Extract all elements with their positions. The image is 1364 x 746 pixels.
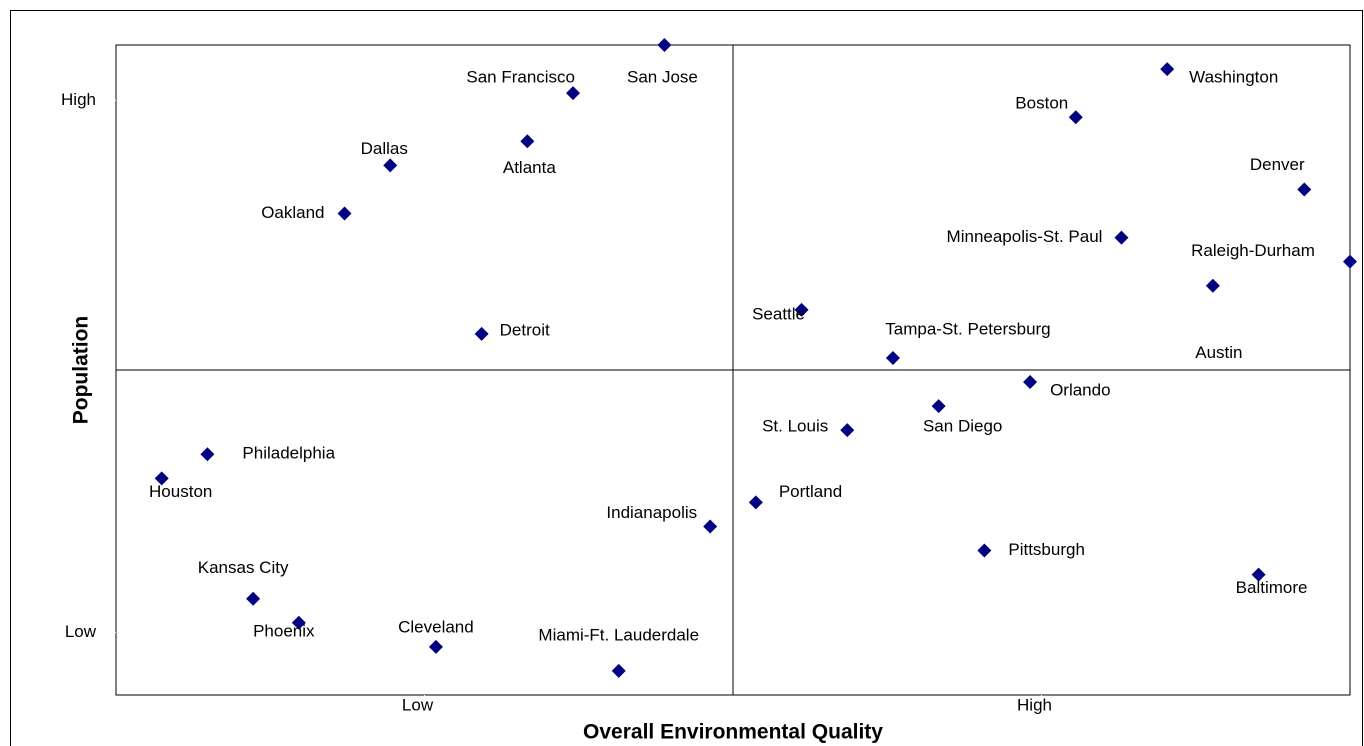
point-label: Portland <box>779 482 842 501</box>
point-label: Cleveland <box>398 617 474 636</box>
data-point <box>748 495 763 510</box>
y-axis-title: Population <box>70 316 93 425</box>
data-point <box>977 543 992 558</box>
x-tick-label: Low <box>402 695 434 714</box>
x-tick-label: High <box>1017 695 1052 714</box>
point-label: San Jose <box>627 67 698 86</box>
point-label: San Diego <box>923 417 1002 436</box>
data-point <box>337 206 352 221</box>
data-point <box>1205 278 1220 293</box>
point-label: Austin <box>1195 343 1242 362</box>
point-label: Seattle <box>752 304 805 323</box>
data-point <box>383 158 398 173</box>
data-point <box>794 302 809 317</box>
point-label: Oakland <box>261 203 324 222</box>
data-point <box>1160 62 1175 77</box>
point-label: Indianapolis <box>606 503 697 522</box>
data-point <box>520 134 535 149</box>
point-label: Phoenix <box>253 621 315 640</box>
point-label: Tampa-St. Petersburg <box>885 319 1050 338</box>
data-point <box>703 519 718 534</box>
point-label: Orlando <box>1050 381 1110 400</box>
point-label: San Francisco <box>466 68 575 87</box>
data-point <box>200 447 215 462</box>
point-label: Washington <box>1189 68 1278 87</box>
point-label: Raleigh-Durham <box>1191 241 1315 260</box>
point-label: Detroit <box>500 320 550 339</box>
point-label: St. Louis <box>762 417 828 436</box>
data-point <box>428 639 443 654</box>
data-point <box>1343 254 1357 269</box>
y-tick-label: High <box>61 90 96 109</box>
point-label: Miami-Ft. Lauderdale <box>538 625 699 644</box>
data-point <box>474 326 489 341</box>
data-point <box>885 350 900 365</box>
data-point <box>1251 567 1266 582</box>
point-label: Dallas <box>361 139 408 158</box>
data-point <box>840 423 855 438</box>
data-point <box>931 399 946 414</box>
data-point <box>1068 110 1083 125</box>
point-label: Minneapolis-St. Paul <box>947 227 1103 246</box>
data-point <box>566 86 581 101</box>
chart-frame <box>10 10 1363 746</box>
data-point <box>611 663 626 678</box>
point-label: Philadelphia <box>242 444 335 463</box>
point-label: Boston <box>1015 94 1068 113</box>
point-label: Pittsburgh <box>1008 540 1085 559</box>
data-point <box>246 591 261 606</box>
data-point <box>291 615 306 630</box>
data-point <box>1297 182 1312 197</box>
data-point <box>1114 230 1129 245</box>
point-label: Houston <box>149 482 212 501</box>
x-axis-title: Overall Environmental Quality <box>583 721 883 744</box>
point-label: Atlanta <box>503 158 556 177</box>
point-label: Denver <box>1250 155 1305 174</box>
data-point <box>1023 375 1038 390</box>
point-label: Baltimore <box>1236 578 1308 597</box>
data-point <box>154 471 169 486</box>
data-point <box>657 38 672 52</box>
y-tick-label: Low <box>65 622 97 641</box>
point-label: Kansas City <box>198 558 289 577</box>
